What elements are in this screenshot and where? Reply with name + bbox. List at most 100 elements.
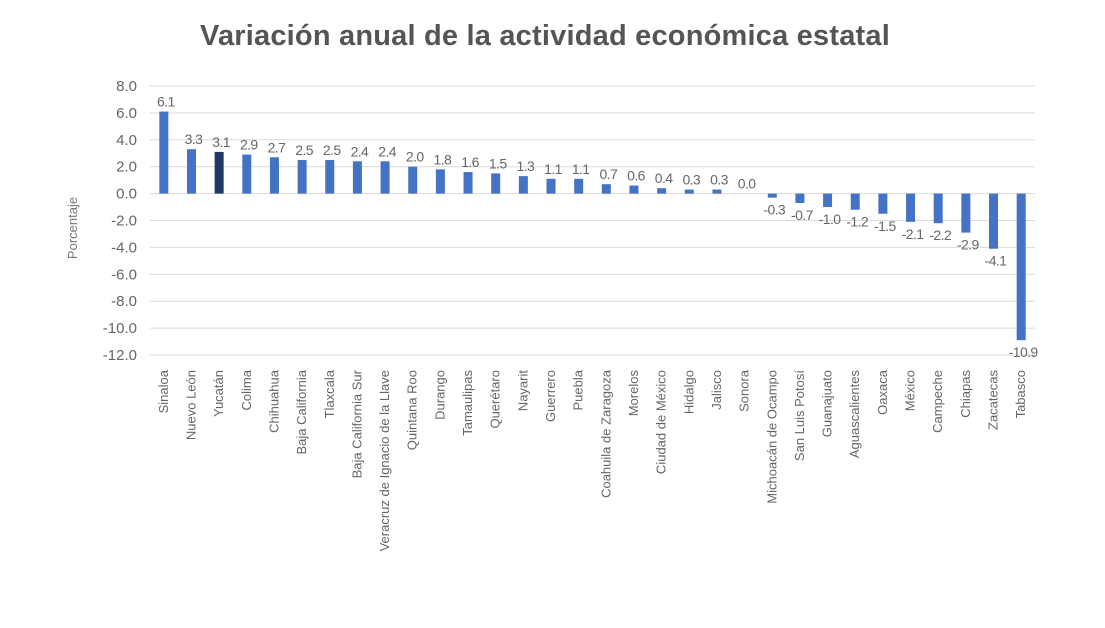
bar <box>657 188 667 194</box>
y-tick-label: 4.0 <box>116 132 137 149</box>
category-label: Baja California Sur <box>349 369 364 478</box>
chart-title: Variación anual de la actividad económic… <box>200 20 890 52</box>
data-label: 0.0 <box>738 176 756 192</box>
data-label: 0.3 <box>710 172 728 188</box>
data-label: 1.5 <box>489 155 507 171</box>
bar <box>325 159 335 194</box>
category-label: Chihuahua <box>266 369 281 433</box>
category-label: Guerrero <box>543 370 558 422</box>
data-label: 1.8 <box>434 151 452 167</box>
data-label: -1.0 <box>819 211 842 227</box>
category-label: Michoacán de Ocampo <box>764 370 779 504</box>
category-label: Baja California <box>294 369 309 454</box>
bar <box>933 193 943 224</box>
bar <box>435 169 445 194</box>
category-label: Colima <box>239 369 254 410</box>
bar <box>242 154 252 194</box>
data-label: 2.0 <box>406 149 424 165</box>
y-tick-label: -8.0 <box>111 293 137 310</box>
category-label: Nayarit <box>515 370 530 412</box>
category-label: Querétaro <box>488 370 503 429</box>
data-label: 2.7 <box>268 139 286 155</box>
data-label: 6.1 <box>157 94 175 110</box>
bar <box>408 166 418 194</box>
data-label: 0.6 <box>627 168 645 184</box>
bar <box>297 159 307 194</box>
data-labels: 6.1 3.3 3.1 2.9 2.7 2.5 2.5 2.4 2.4 2.0 1.8 1.6 1.5 1… <box>157 94 1039 361</box>
category-label: Tamaulipas <box>460 370 475 436</box>
y-tick-label: -4.0 <box>111 239 137 256</box>
bar <box>767 193 777 198</box>
data-label: -2.2 <box>929 227 952 243</box>
data-label: 0.3 <box>682 172 700 188</box>
category-label: Veracruz de Ignacio de la Llave <box>377 370 392 551</box>
data-label: -1.2 <box>846 214 869 230</box>
bar <box>463 172 473 194</box>
bar <box>574 178 584 194</box>
data-label: 3.3 <box>185 131 203 147</box>
bar <box>629 185 639 194</box>
bar <box>850 193 860 210</box>
y-tick-label: 2.0 <box>116 159 137 176</box>
category-label: Tabasco <box>1013 370 1028 418</box>
bar <box>546 178 556 194</box>
data-label: 1.6 <box>461 154 479 170</box>
bar <box>491 173 501 194</box>
category-label: Coahuila de Zaragoza <box>598 369 613 498</box>
category-label: Ciudad de México <box>654 370 669 474</box>
data-label: 2.9 <box>240 137 258 153</box>
data-label: 1.1 <box>544 161 562 177</box>
y-tick-label: -10.0 <box>103 320 137 337</box>
category-labels: Sinaloa Nuevo León Yucatán Colima Chihuahua B… <box>156 369 1028 551</box>
bar <box>989 193 999 249</box>
data-label: -0.3 <box>763 202 786 218</box>
bar <box>601 184 611 194</box>
category-label: Aguascalientes <box>847 370 862 459</box>
data-label: 2.5 <box>295 142 313 158</box>
category-label: San Luis Potosí <box>792 370 807 461</box>
data-label: -10.9 <box>1009 344 1039 360</box>
bar <box>159 111 169 194</box>
data-label: -2.9 <box>957 237 980 253</box>
bars <box>159 111 1026 341</box>
y-tick-label: 6.0 <box>116 105 137 122</box>
data-label: 0.7 <box>599 166 617 182</box>
y-tick-label: -2.0 <box>111 213 137 230</box>
data-label: 2.4 <box>378 143 396 159</box>
bar <box>518 176 528 194</box>
y-tick-label: 8.0 <box>116 78 137 95</box>
category-label: Zacatecas <box>986 370 1001 430</box>
bar <box>214 151 224 194</box>
category-label: Sinaloa <box>156 369 171 413</box>
y-axis-label: Porcentaje <box>65 197 80 259</box>
category-label: Campeche <box>930 370 945 433</box>
bar <box>186 149 196 194</box>
category-label: Tlaxcala <box>322 369 337 418</box>
bar <box>823 193 833 208</box>
category-label: Puebla <box>571 369 586 410</box>
category-label: Jalisco <box>709 370 724 410</box>
category-label: Sonora <box>737 369 752 412</box>
data-label: -2.1 <box>902 226 925 242</box>
data-label: 1.1 <box>572 161 590 177</box>
bar <box>712 189 722 194</box>
y-axis-ticks: 8.0 6.0 4.0 2.0 0.0 -2.0 -4.0 -6.0 -8.0 -10.0 -12.… <box>103 78 137 364</box>
category-label: Morelos <box>626 370 641 417</box>
data-label: 2.4 <box>351 143 369 159</box>
category-label: Oaxaca <box>875 369 890 415</box>
category-label: Chiapas <box>958 370 973 418</box>
category-label: México <box>903 370 918 411</box>
bar <box>380 161 390 194</box>
category-label: Durango <box>432 370 447 420</box>
bar <box>1016 193 1026 341</box>
bar <box>684 189 694 194</box>
category-label: Quintana Roo <box>405 370 420 450</box>
bar <box>961 193 971 233</box>
data-label: 2.5 <box>323 142 341 158</box>
bar <box>269 157 279 194</box>
data-label: -1.5 <box>874 218 897 234</box>
data-label: -0.7 <box>791 207 814 223</box>
bar <box>906 193 916 222</box>
data-label: -4.1 <box>985 253 1008 269</box>
